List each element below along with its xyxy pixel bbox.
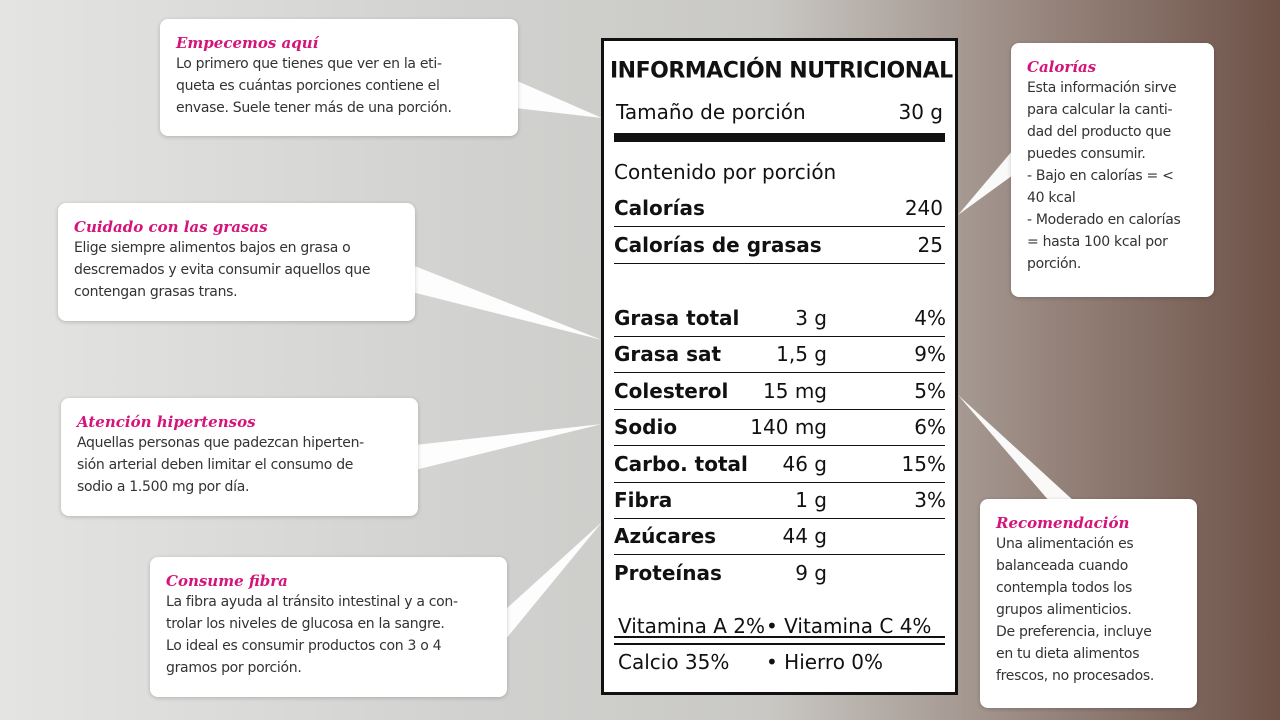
rule <box>614 372 945 374</box>
callout-line: envase. Suele tener más de una porción. <box>176 100 452 116</box>
callout-line: - Bajo en calorías = < <box>1027 168 1174 184</box>
callout-line: para calcular la canti- <box>1027 102 1173 118</box>
nutrient-name: Fibra <box>614 488 673 512</box>
vitamin: • Hierro 0% <box>766 650 884 674</box>
callout-line: balanceada cuando <box>996 558 1128 574</box>
serving-label: Tamaño de porción <box>616 100 806 124</box>
callout-line: en tu dieta alimentos <box>996 646 1140 662</box>
per-serving: Contenido por porción <box>614 160 837 184</box>
pointer <box>505 522 602 640</box>
callout-line: gramos por porción. <box>166 660 302 676</box>
pointer <box>415 424 602 470</box>
nutrient-percent: 3% <box>914 488 946 512</box>
callout-line: grupos alimenticios. <box>996 602 1132 618</box>
nutrient-amount: 3 g <box>795 306 827 330</box>
nutrient-name: Grasa sat <box>614 342 722 367</box>
calorie-name: Calorías de grasas <box>614 233 822 257</box>
rule <box>614 408 945 410</box>
callout-line: De preferencia, incluye <box>996 624 1152 640</box>
nutrient-amount: 15 mg <box>763 378 827 403</box>
callout: Recomendación Una alimentación es balancea… <box>980 499 1197 708</box>
nutrient-amount: 46 g <box>782 451 827 476</box>
rule <box>614 445 945 447</box>
rule <box>614 643 945 644</box>
calorie-name: Calorías <box>614 196 705 220</box>
nutrient-amount: 140 mg <box>750 415 827 440</box>
callout-line: Elige siempre alimentos bajos en grasa o <box>74 240 351 256</box>
callout-line: Lo primero que tienes que ver en la eti- <box>176 56 442 72</box>
callout: Cuidado con las grasas Elige siempre alim… <box>58 203 415 321</box>
callout-line: Una alimentación es <box>996 536 1134 552</box>
callout-line: sión arterial deben limitar el consumo d… <box>77 457 354 473</box>
callout-line: sodio a 1.500 mg por día. <box>77 479 250 495</box>
callout-title: Consume fibra <box>166 572 288 590</box>
rule <box>614 336 945 337</box>
thick-rule <box>614 133 945 142</box>
pointer <box>958 395 1075 502</box>
nutrient-percent: 6% <box>914 415 946 440</box>
label-title: INFORMACIÓN NUTRICIONAL <box>610 58 953 84</box>
callout-line: Esta información sirve <box>1027 80 1177 96</box>
callout-line: - Moderado en calorías <box>1027 212 1181 228</box>
rule <box>614 481 945 483</box>
nutrient-name: Colesterol <box>614 378 729 403</box>
nutrient-percent: 4% <box>914 306 946 330</box>
pointer <box>958 150 1013 215</box>
callout-line: frescos, no procesados. <box>996 668 1155 684</box>
nutrient-amount: 1,5 g <box>776 342 827 367</box>
vitamin: Calcio 35% <box>618 650 730 674</box>
callout-line: dad del producto que <box>1027 124 1171 140</box>
vitamin: • Vitamina C 4% <box>766 614 932 638</box>
nutrient-name: Carbo. total <box>614 451 748 476</box>
nutrient-name: Azúcares <box>614 524 717 549</box>
pointer <box>515 80 602 118</box>
callout-line: queta es cuántas porciones contiene el <box>176 78 440 94</box>
nutrient-name: Sodio <box>614 415 678 440</box>
callout-title: Atención hipertensos <box>77 413 256 431</box>
callout-line: trolar los niveles de glucosa en la sang… <box>166 616 445 632</box>
callout: Empecemos aquí Lo primero que tienes que … <box>160 19 518 136</box>
callout-line: La fibra ayuda al tránsito intestinal y … <box>166 594 458 610</box>
callout-title: Cuidado con las grasas <box>74 218 268 236</box>
rule <box>614 226 945 227</box>
vitamin: Vitamina A 2% <box>618 614 765 638</box>
callout: Calorías Esta información sirve para calcu… <box>1011 43 1214 297</box>
callout-line: descremados y evita consumir aquellos qu… <box>74 262 371 278</box>
nutrient-amount: 9 g <box>795 560 827 585</box>
callout-line: contengan grasas trans. <box>74 284 238 300</box>
rule <box>614 644 945 645</box>
rule <box>614 518 945 519</box>
rule <box>614 554 945 556</box>
callout-line: puedes consumir. <box>1027 146 1146 162</box>
serving-value: 30 g <box>898 100 943 124</box>
callout-line: porción. <box>1027 256 1081 272</box>
callout: Consume fibra La fibra ayuda al tránsito … <box>150 557 507 697</box>
nutrient-percent: 15% <box>901 451 946 476</box>
nutrient-name: Proteínas <box>614 560 722 585</box>
callout-line: = hasta 100 kcal por <box>1027 234 1168 250</box>
rule <box>614 636 945 638</box>
callout-line: contempla todos los <box>996 580 1132 596</box>
nutrient-name: Grasa total <box>614 306 740 330</box>
nutrient-percent: 9% <box>914 342 946 367</box>
callout: Atención hipertensos Aquellas personas qu… <box>61 398 418 516</box>
calorie-value: 240 <box>904 196 943 220</box>
callout-line: 40 kcal <box>1027 190 1076 206</box>
rule <box>614 263 945 264</box>
callout-line: Lo ideal es consumir productos con 3 o 4 <box>166 638 442 654</box>
calorie-value: 25 <box>917 233 943 257</box>
callout-title: Calorías <box>1027 58 1097 76</box>
nutrition-label: INFORMACIÓN NUTRICIONAL Tamaño de porció… <box>601 38 958 695</box>
pointer <box>412 265 602 340</box>
callout-title: Recomendación <box>996 514 1130 532</box>
nutrient-percent: 5% <box>914 378 946 403</box>
nutrient-amount: 44 g <box>782 524 827 549</box>
callout-title: Empecemos aquí <box>176 34 319 52</box>
nutrient-amount: 1 g <box>795 488 827 512</box>
callout-line: Aquellas personas que padezcan hiperten- <box>77 435 364 451</box>
